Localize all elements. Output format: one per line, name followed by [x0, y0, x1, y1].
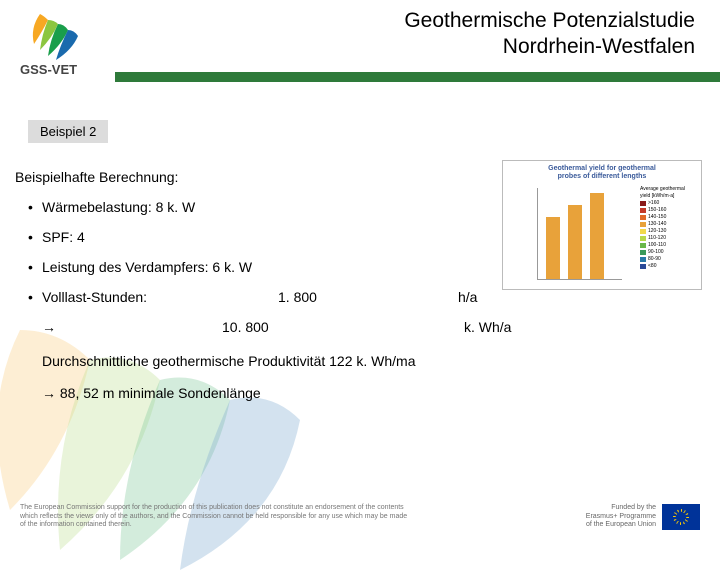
slide-header: GSS-VET Geothermische Potenzialstudie No… — [0, 0, 720, 90]
result-line: → 88, 52 m minimale Sondenlänge — [42, 385, 700, 401]
volllast-value: 1. 800 — [278, 289, 317, 305]
legend-label: 80-90 — [648, 256, 661, 263]
legend-row: 140-150 — [640, 214, 695, 221]
legend-swatch — [640, 236, 646, 241]
geothermal-chart-thumbnail: Geothermal yield for geothermal probes o… — [502, 160, 702, 290]
slide-title: Geothermische Potenzialstudie Nordrhein-… — [404, 8, 695, 61]
legend-swatch — [640, 243, 646, 248]
legend-label: 130-140 — [648, 221, 666, 228]
legend-label: 110-120 — [648, 235, 666, 242]
volllast-label: Volllast-Stunden: — [42, 289, 147, 305]
legend-swatch — [640, 257, 646, 262]
legend-row: 110-120 — [640, 235, 695, 242]
disclaimer-text: The European Commission support for the … — [20, 504, 410, 530]
header-divider-bar — [115, 72, 720, 82]
legend-label: 100-110 — [648, 242, 666, 249]
funding-l1: Funded by the — [586, 504, 656, 512]
legend-label: >160 — [648, 200, 659, 207]
chart-legend: Average geothermal yield [kWh/m·a] >1601… — [640, 186, 695, 270]
legend-label: <80 — [648, 263, 656, 270]
legend-row: 120-130 — [640, 228, 695, 235]
chart-bar — [568, 205, 582, 279]
legend-swatch — [640, 250, 646, 255]
legend-row: >160 — [640, 200, 695, 207]
legend-row: 80-90 — [640, 256, 695, 263]
bullet-text: SPF: 4 — [42, 229, 85, 245]
chart-bar — [590, 193, 604, 279]
list-item: Volllast-Stunden: 1. 800 h/a — [28, 289, 700, 305]
legend-label: 140-150 — [648, 214, 666, 221]
legend-row: <80 — [640, 263, 695, 270]
legend-label: 150-160 — [648, 207, 666, 214]
chart-title-l1: Geothermal yield for geothermal — [507, 165, 697, 173]
example-tab: Beispiel 2 — [28, 120, 108, 143]
svg-text:GSS-VET: GSS-VET — [20, 62, 77, 77]
bullet-text: Leistung des Verdampfers: 6 k. W — [42, 259, 252, 275]
volllast-unit: h/a — [458, 289, 477, 305]
legend-row: 100-110 — [640, 242, 695, 249]
funding-l2: Erasmus+ Programme — [586, 513, 656, 521]
chart-axes — [537, 188, 622, 280]
funding-block: Funded by the Erasmus+ Programme of the … — [586, 504, 700, 530]
legend-swatch — [640, 264, 646, 269]
eu-flag-icon — [662, 504, 700, 530]
legend-row: 150-160 — [640, 207, 695, 214]
title-line-1: Geothermische Potenzialstudie — [404, 8, 695, 34]
legend-row: 90-100 — [640, 249, 695, 256]
chart-body: Average geothermal yield [kWh/m·a] >1601… — [507, 184, 697, 284]
funding-text: Funded by the Erasmus+ Programme of the … — [586, 504, 656, 529]
legend-title: Average geothermal yield [kWh/m·a] — [640, 186, 695, 199]
legend-swatch — [640, 201, 646, 206]
legend-swatch — [640, 222, 646, 227]
funding-l3: of the European Union — [586, 521, 656, 529]
bullet-text: Wärmebelastung: 8 k. W — [42, 199, 195, 215]
arrow-unit: k. Wh/a — [464, 319, 511, 335]
gss-vet-logo: GSS-VET — [20, 10, 100, 80]
legend-swatch — [640, 229, 646, 234]
chart-title-l2: probes of different lengths — [507, 173, 697, 181]
arrow-value: 10. 800 — [222, 319, 269, 335]
chart-bar — [546, 217, 560, 279]
arrow-icon: → — [42, 319, 56, 335]
arrow-row: → 10. 800 k. Wh/a — [42, 319, 700, 337]
title-line-2: Nordrhein-Westfalen — [404, 34, 695, 60]
legend-swatch — [640, 215, 646, 220]
productivity-line: Durchschnittliche geothermische Produkti… — [42, 353, 700, 369]
legend-row: 130-140 — [640, 221, 695, 228]
legend-label: 120-130 — [648, 228, 666, 235]
slide-footer: The European Commission support for the … — [20, 504, 700, 530]
legend-label: 90-100 — [648, 249, 664, 256]
legend-swatch — [640, 208, 646, 213]
